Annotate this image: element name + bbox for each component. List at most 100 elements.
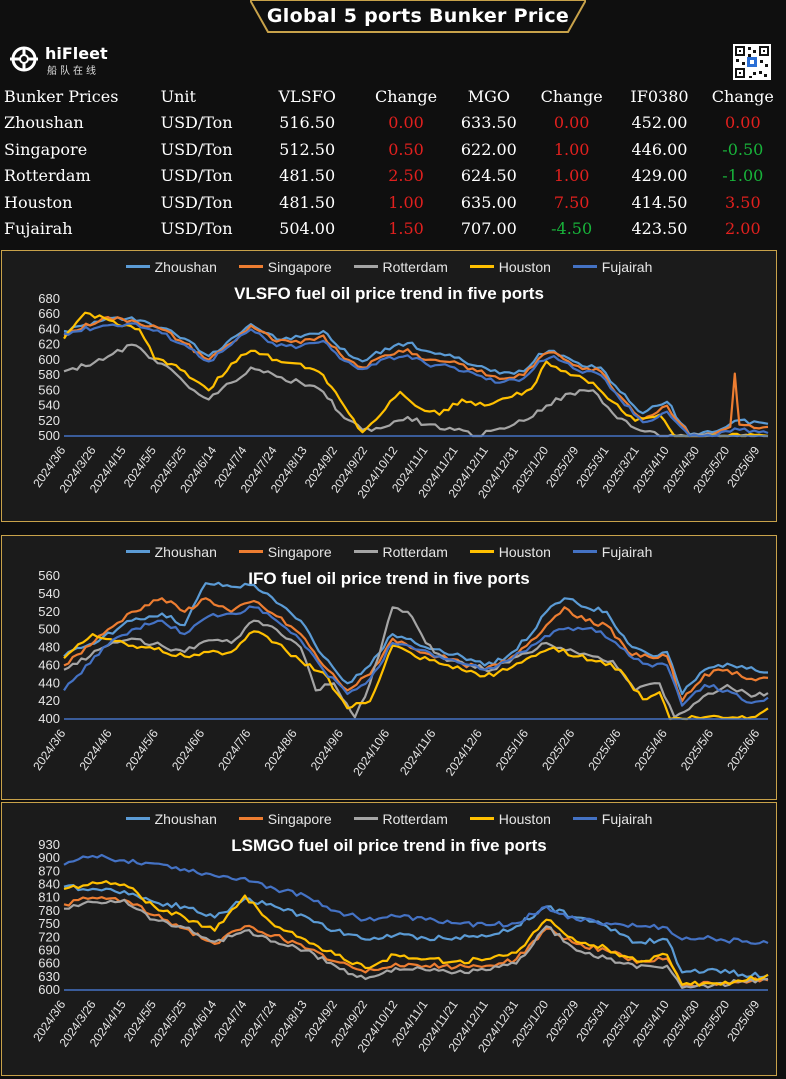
hifleet-logo: hiFleet 船队在线 [8, 44, 118, 77]
y-tick-label: 560 [38, 568, 60, 583]
y-tick-label: 600 [38, 352, 60, 367]
legend-item-rotterdam: Rotterdam [353, 259, 448, 275]
y-tick-label: 580 [38, 367, 60, 382]
legend-item-houston: Houston [469, 259, 551, 275]
x-tick-label: 2024/10/6 [350, 726, 392, 778]
y-tick-label: 680 [38, 291, 60, 306]
y-tick-label: 440 [38, 675, 60, 690]
y-tick-label: 400 [38, 711, 60, 726]
ifo-change: -1.00 [722, 166, 764, 186]
port-name: Singapore [4, 139, 88, 159]
vlsfo-change: 0.50 [388, 139, 424, 159]
legend-item-zhoushan: Zhoushan [125, 811, 217, 827]
lsmgo-chart: 6006306606907207507808108408709009302024… [30, 837, 769, 1055]
header-ifo-change: Change [711, 86, 774, 106]
y-tick-label: 500 [38, 428, 60, 443]
vlsfo-change: 1.50 [388, 219, 424, 239]
x-tick-label: 2024/7/6 [215, 726, 253, 773]
header-unit: Unit [160, 86, 196, 106]
y-tick-label: 840 [38, 877, 60, 892]
ifo-change: 2.00 [725, 219, 761, 239]
series-line-houston [63, 630, 769, 721]
x-tick-label: 2024/5/6 [123, 726, 161, 773]
x-tick-label: 2025/1/6 [493, 726, 531, 773]
series-line-fujairah [63, 322, 769, 438]
vlsfo-chart-panel: Zhoushan Singapore Rotterdam Houston Fuj… [1, 250, 777, 522]
port-name: Zhoushan [4, 113, 84, 133]
mgo-change: 7.50 [553, 192, 590, 212]
x-tick-label: 2024/9/6 [308, 726, 346, 773]
legend-label: Singapore [267, 259, 332, 275]
title-banner: Global 5 ports Bunker Price [250, 0, 586, 34]
header-vlsfo-change: Change [374, 86, 438, 106]
legend-item-singapore: Singapore [238, 811, 332, 827]
mgo-change: -4.50 [551, 219, 593, 239]
legend-item-fujairah: Fujairah [572, 259, 652, 275]
y-tick-label: 420 [38, 693, 60, 708]
table-row: Zhoushan USD/Ton 516.50 0.00 633.50 0.00… [0, 110, 786, 137]
unit: USD/Ton [160, 113, 233, 133]
y-tick-label: 480 [38, 640, 60, 655]
table-row: Singapore USD/Ton 512.50 0.50 622.00 1.0… [0, 136, 786, 163]
y-tick-label: 500 [38, 622, 60, 637]
legend-label: Rotterdam [382, 544, 448, 560]
x-tick-label: 2025/3/6 [585, 726, 623, 773]
ifo-change: 3.50 [725, 192, 761, 212]
page-title: Global 5 ports Bunker Price [266, 5, 570, 27]
x-tick-label: 2024/8/6 [262, 726, 300, 773]
y-tick-label: 640 [38, 321, 60, 336]
mgo-price: 707.00 [460, 219, 517, 239]
chart-legend: Zhoushan Singapore Rotterdam Houston Fuj… [2, 544, 776, 564]
mgo-change: 0.00 [553, 113, 590, 133]
chart-legend: Zhoushan Singapore Rotterdam Houston Fuj… [2, 811, 776, 831]
series-line-fujairah [63, 853, 769, 945]
ifo-change: -0.50 [722, 139, 764, 159]
logo-icon [10, 46, 38, 72]
vlsfo-change: 0.00 [388, 113, 424, 133]
header-mgo-change: Change [540, 86, 603, 106]
series-line-zhoushan [63, 581, 768, 696]
y-tick-label: 540 [38, 586, 60, 601]
legend-item-rotterdam: Rotterdam [353, 811, 448, 827]
legend-item-zhoushan: Zhoushan [125, 259, 217, 275]
mgo-price: 633.50 [460, 113, 517, 133]
vlsfo-price: 516.50 [279, 113, 336, 133]
legend-label: Zhoushan [154, 544, 217, 560]
unit: USD/Ton [160, 192, 233, 212]
chart-title: LSMGO fuel oil price trend in five ports [231, 836, 547, 855]
mgo-change: 1.00 [553, 139, 590, 159]
y-tick-label: 520 [38, 413, 60, 428]
header-bunker-prices: Bunker Prices [4, 86, 119, 106]
header-ifo380: IF0380 [630, 86, 689, 106]
logo-subtitle: 船队在线 [47, 66, 99, 77]
legend-label: Singapore [267, 811, 332, 827]
y-tick-label: 870 [38, 863, 60, 878]
series-line-houston [63, 880, 769, 987]
ifo-price: 446.00 [631, 139, 688, 159]
vlsfo-price: 504.00 [279, 219, 336, 239]
legend-label: Singapore [267, 544, 332, 560]
y-tick-label: 520 [38, 604, 60, 619]
series-line-singapore [63, 896, 769, 988]
y-tick-label: 660 [38, 306, 60, 321]
legend-label: Zhoushan [154, 811, 217, 827]
y-tick-label: 930 [38, 837, 60, 852]
vlsfo-change: 1.00 [388, 192, 424, 212]
unit: USD/Ton [160, 219, 233, 239]
series-line-rotterdam [63, 343, 768, 438]
legend-item-houston: Houston [469, 811, 551, 827]
legend-item-houston: Houston [469, 544, 551, 560]
port-name: Rotterdam [4, 166, 91, 186]
x-tick-label: 2025/4/6 [632, 726, 670, 773]
y-tick-label: 560 [38, 382, 60, 397]
y-tick-label: 690 [38, 942, 60, 957]
series-line-houston [63, 311, 769, 438]
y-tick-label: 630 [38, 969, 60, 984]
y-tick-label: 540 [38, 398, 60, 413]
table-row: Houston USD/Ton 481.50 1.00 635.00 7.50 … [0, 189, 786, 216]
y-tick-label: 620 [38, 337, 60, 352]
ifo-price: 423.50 [631, 219, 688, 239]
legend-label: Rotterdam [382, 811, 448, 827]
ifo-chart-panel: Zhoushan Singapore Rotterdam Houston Fuj… [1, 535, 777, 800]
logo-name: hiFleet [45, 44, 108, 63]
